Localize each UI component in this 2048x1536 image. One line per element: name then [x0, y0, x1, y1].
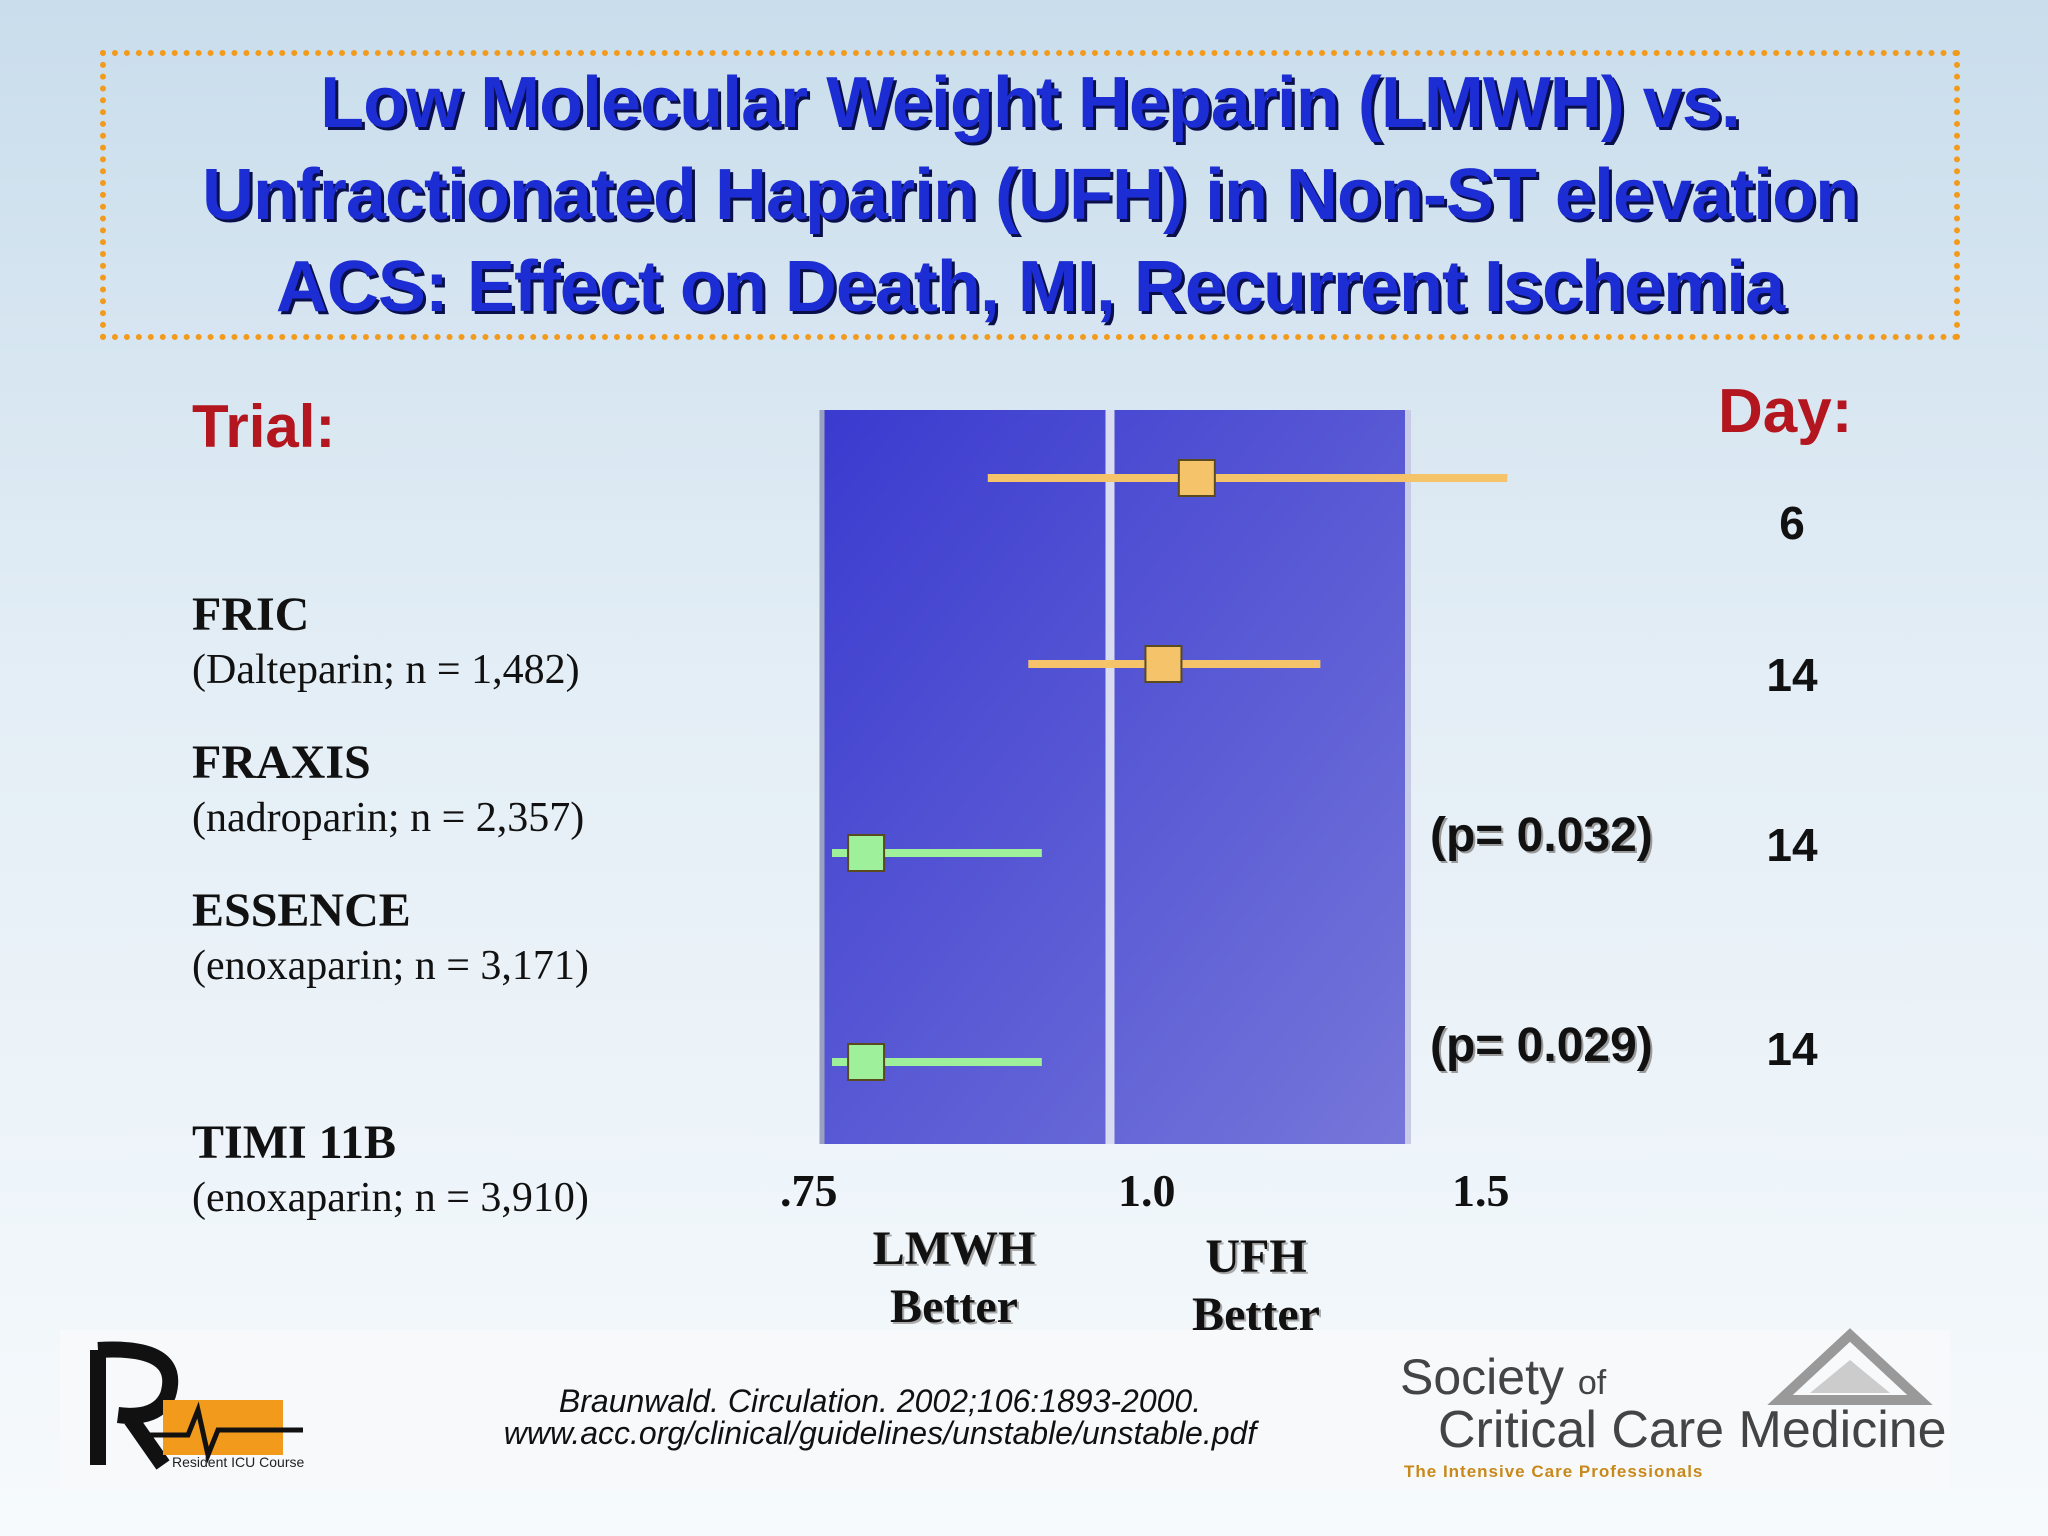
- trial-subtitle: (nadroparin; n = 2,357): [192, 795, 585, 841]
- trial-fraxis: FRAXIS (nadroparin; n = 2,357): [192, 734, 584, 844]
- lmwh-better-label: LMWH Better: [854, 1220, 1054, 1336]
- ricu-logo-text: Resident ICU Course: [172, 1454, 305, 1470]
- day-heading: Day:: [1718, 377, 1853, 446]
- ricu-logo-icon: [90, 1341, 303, 1470]
- plot-area: [822, 410, 1408, 1144]
- point-estimate-4: [847, 1043, 886, 1081]
- day-value-fric: 6: [1779, 497, 1805, 549]
- ufh-better-label: UFH Better: [1156, 1228, 1356, 1344]
- sccm-logo-society: Society of: [1400, 1349, 1607, 1405]
- citation-line-2: www.acc.org/clinical/guidelines/unstable…: [503, 1415, 1257, 1451]
- citation-line-1: Braunwald. Circulation. 2002;106:1893-20…: [558, 1383, 1202, 1419]
- point-estimate-2: [1144, 645, 1183, 683]
- day-value-fraxis: 14: [1766, 649, 1818, 701]
- label-line: UFH: [1205, 1230, 1307, 1283]
- footer-band: [60, 1330, 1950, 1490]
- trial-heading: Trial:: [192, 393, 336, 460]
- label-line: LMWH: [872, 1222, 1036, 1275]
- trial-name: FRAXIS: [192, 736, 371, 789]
- citation: Braunwald. Circulation. 2002;106:1893-20…: [430, 1385, 1330, 1449]
- day-value-essence: 14: [1766, 819, 1818, 871]
- x-tick-150: 1.5: [1452, 1165, 1510, 1216]
- p-value-timi: (p= 0.029): [1430, 1019, 1653, 1072]
- label-line: Better: [890, 1280, 1018, 1333]
- x-tick-100: 1.0: [1118, 1165, 1176, 1216]
- trial-timi-11b: TIMI 11B (enoxaparin; n = 3,910): [192, 1114, 589, 1224]
- point-estimate-3: [847, 834, 886, 872]
- trial-name: FRIC: [192, 588, 310, 641]
- title-box: Low Molecular Weight Heparin (LMWH) vs. …: [100, 50, 1960, 340]
- sccm-logo-name: Critical Care Medicine: [1438, 1401, 1947, 1459]
- x-tick-075: .75: [780, 1165, 838, 1216]
- trial-subtitle: (Dalteparin; n = 1,482): [192, 647, 580, 693]
- title-line-2: Unfractionated Haparin (UFH) in Non-ST e…: [201, 155, 1859, 235]
- trial-name: TIMI 11B: [192, 1116, 397, 1169]
- trial-subtitle: (enoxaparin; n = 3,171): [192, 943, 589, 989]
- trial-fric: FRIC (Dalteparin; n = 1,482): [192, 586, 580, 696]
- title-line-1: Low Molecular Weight Heparin (LMWH) vs.: [320, 63, 1741, 143]
- title-line-3: ACS: Effect on Death, MI, Recurrent Isch…: [275, 247, 1785, 327]
- slide-title: Low Molecular Weight Heparin (LMWH) vs. …: [201, 57, 1859, 333]
- sccm-logo-tagline: The Intensive Care Professionals: [1404, 1462, 1704, 1481]
- sccm-triangle-icon: [1767, 1328, 1933, 1405]
- point-estimate-1: [1177, 459, 1216, 497]
- trial-subtitle: (enoxaparin; n = 3,910): [192, 1175, 589, 1221]
- p-value-essence: (p= 0.032): [1430, 809, 1653, 862]
- trial-essence: ESSENCE (enoxaparin; n = 3,171): [192, 882, 589, 992]
- day-value-timi: 14: [1766, 1023, 1818, 1075]
- trial-name: ESSENCE: [192, 884, 411, 937]
